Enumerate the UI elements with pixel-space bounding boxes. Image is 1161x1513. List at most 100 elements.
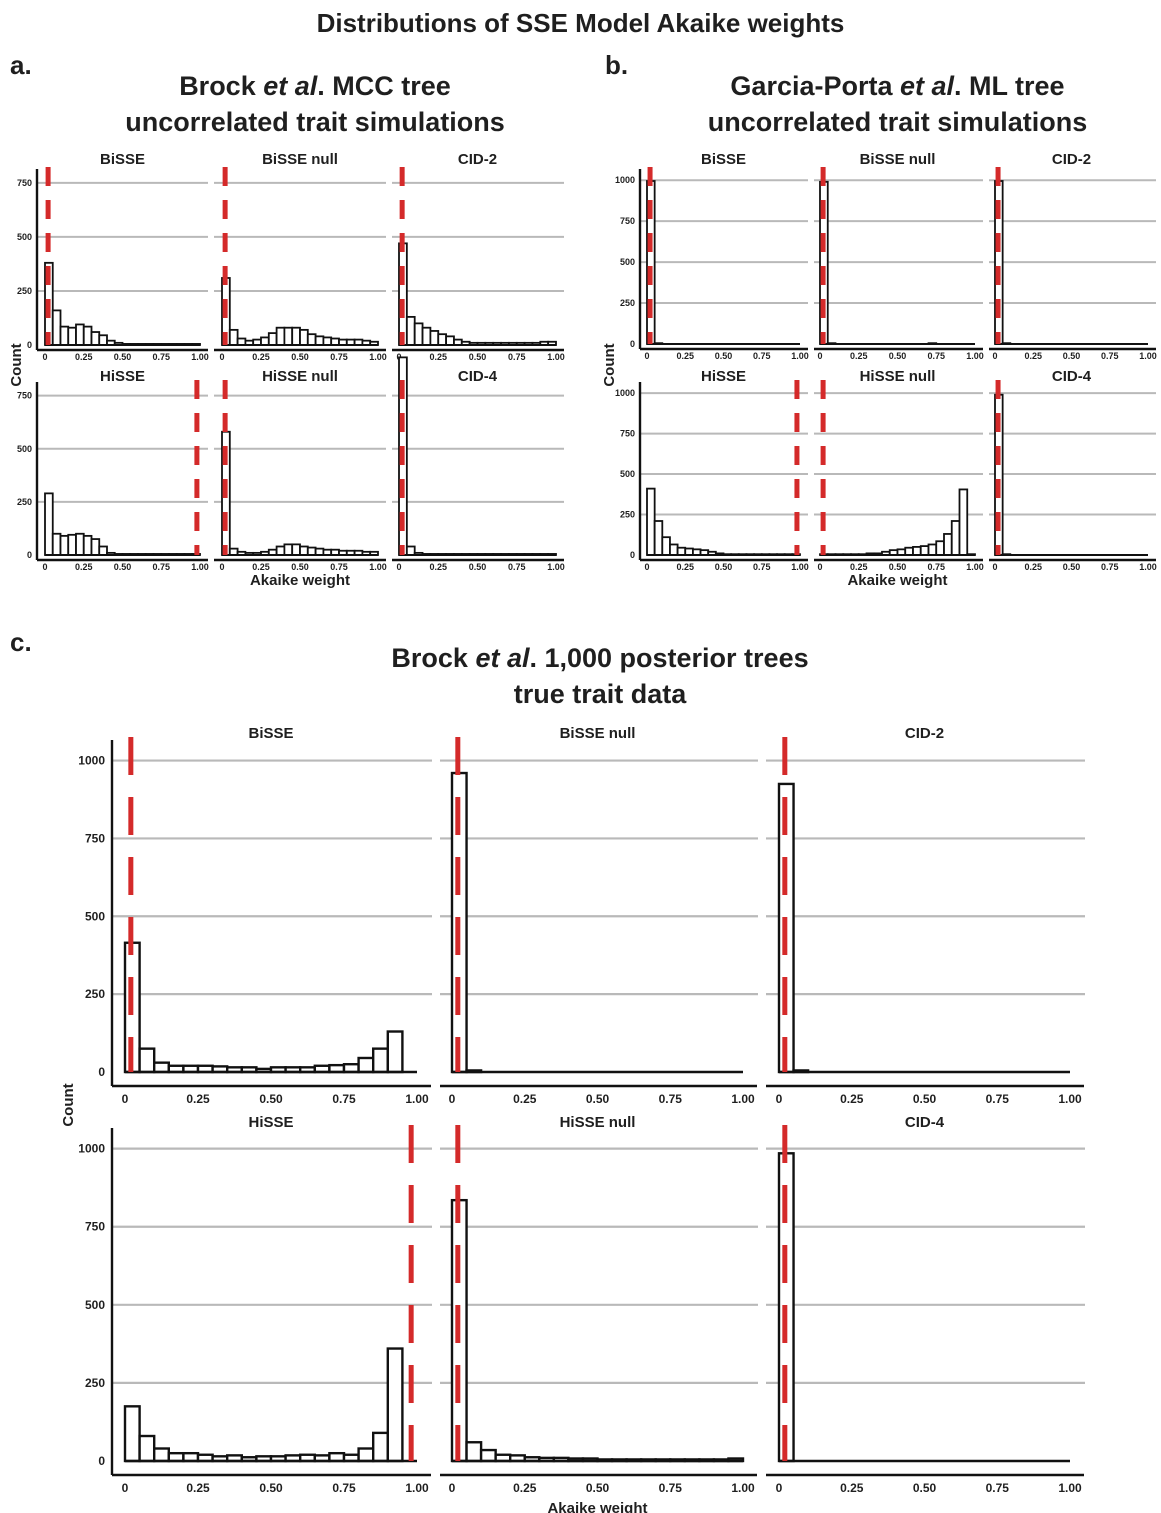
panel-b-subtitle: uncorrelated trait simulations (707, 107, 1088, 137)
histogram-bar (306, 333, 317, 346)
x-tick-label: 0.50 (913, 1092, 937, 1106)
x-tick-label: 0.75 (332, 1481, 356, 1495)
histogram-a-cid4: 0 0.25 0.50 0.75 1.00 CID-4 (392, 356, 565, 572)
x-tick-label: 0.50 (586, 1481, 610, 1495)
x-tick-label: 0 (992, 562, 997, 572)
y-tick-label: 250 (85, 1376, 105, 1390)
histogram-bar (357, 1056, 375, 1074)
histogram-bar (935, 540, 945, 556)
histogram-bar (138, 1434, 156, 1463)
x-tick-label: 1.00 (369, 562, 387, 572)
x-tick-label: 0 (122, 1481, 129, 1495)
panel-c-label: c. (10, 627, 32, 657)
x-tick-label: 0.50 (259, 1481, 283, 1495)
panel-title-part: Brock (179, 71, 264, 101)
x-tick-label: 1.00 (1139, 562, 1157, 572)
histogram-bar (372, 1047, 390, 1074)
x-axis-label: Akaike weight (250, 572, 350, 589)
facet-title: HiSSE (100, 368, 145, 385)
histogram-c-hisse: 0 0.25 0.50 0.75 1.00 0 250 500 750 1000 HiSSE (78, 1114, 432, 1495)
histogram-a-hissenull: 0 0.25 0.50 0.75 1.00 HiSSE null Akaike weight (214, 368, 387, 589)
panel-a-title: Brock et al. MCC tree uncorrelated trait… (40, 68, 590, 140)
panel-title-part: Garcia-Porta (730, 71, 900, 101)
facet-title: BiSSE (701, 151, 746, 168)
x-tick-label: 0.50 (114, 562, 132, 572)
histogram-bar (75, 323, 85, 346)
facet-title: CID-4 (905, 1114, 945, 1131)
histogram-bar (228, 328, 239, 346)
y-tick-label: 750 (17, 391, 32, 401)
histogram-bar (152, 1447, 170, 1463)
histogram-bar (90, 538, 101, 556)
facet-title: BiSSE null (560, 725, 636, 742)
histogram-bar (646, 487, 656, 556)
y-tick-label: 1000 (78, 1142, 105, 1156)
histogram-bar (479, 1448, 497, 1463)
y-tick-label: 250 (620, 510, 635, 520)
y-tick-label: 500 (17, 444, 32, 454)
x-axis-label: Akaike weight (847, 572, 947, 589)
y-tick-label: 750 (620, 429, 635, 439)
panel-title-part: et al (263, 71, 318, 101)
panel-a-subtitle: uncorrelated trait simulations (125, 107, 505, 137)
x-tick-label: 1.00 (791, 351, 809, 361)
y-tick-label: 500 (620, 469, 635, 479)
panel-title-part: . ML tree (954, 71, 1065, 101)
x-tick-label: 1.00 (191, 562, 209, 572)
x-tick-label: 0.75 (332, 1092, 356, 1106)
facet-title: CID-2 (458, 151, 497, 168)
x-tick-label: 0.75 (330, 352, 348, 362)
y-tick-label: 0 (27, 340, 32, 350)
histogram-bar (82, 325, 93, 346)
x-axis-label: Akaike weight (547, 1500, 647, 1513)
x-tick-label: 0 (992, 351, 997, 361)
histogram-bar (98, 545, 108, 556)
histogram-b-bissenull: 0 0.25 0.50 0.75 1.00 BiSSE null (814, 151, 984, 361)
histogram-bar (927, 543, 938, 556)
histogram-c-bisse: 0 0.25 0.50 0.75 1.00 0 250 500 750 1000 BiSSE Coun… (60, 725, 432, 1127)
x-tick-label: 0.50 (114, 352, 132, 362)
panel-title-part: et al (475, 643, 530, 673)
histogram-b-hissenull: 0 0.25 0.50 0.75 1.00 HiSSE null Akaike weight (814, 368, 984, 589)
x-tick-label: 0.50 (715, 351, 733, 361)
y-tick-label: 750 (85, 831, 105, 845)
x-tick-label: 0.50 (1063, 562, 1081, 572)
x-tick-label: 1.00 (1058, 1092, 1082, 1106)
y-axis-label: Count (601, 343, 618, 386)
x-tick-label: 1.00 (1139, 351, 1157, 361)
x-tick-label: 0.50 (469, 562, 487, 572)
y-tick-label: 500 (85, 909, 105, 923)
histogram-bar (82, 534, 93, 556)
x-tick-label: 0.25 (75, 562, 93, 572)
x-tick-label: 0.50 (715, 562, 733, 572)
y-tick-label: 500 (620, 257, 635, 267)
histogram-bar (283, 543, 294, 556)
histogram-bar (421, 326, 432, 346)
histogram-bar (51, 309, 62, 346)
x-tick-label: 0 (817, 351, 822, 361)
x-tick-label: 0.50 (259, 1092, 283, 1106)
x-tick-label: 1.00 (547, 352, 565, 362)
x-tick-label: 0.25 (186, 1481, 210, 1495)
x-tick-label: 0 (644, 351, 649, 361)
histogram-c-bissenull: 0 0.25 0.50 0.75 1.00 BiSSE null (440, 725, 758, 1106)
facet-title: BiSSE null (262, 151, 338, 168)
histogram-a-bissenull: 0 0.25 0.50 0.75 1.00 BiSSE null (214, 151, 387, 362)
x-tick-label: 0.75 (927, 562, 945, 572)
x-tick-label: 0.75 (753, 562, 771, 572)
histogram-bar (413, 322, 424, 346)
x-tick-label: 0.50 (469, 352, 487, 362)
x-tick-label: 0.25 (252, 352, 270, 362)
x-tick-label: 0 (122, 1092, 129, 1106)
histogram-bar (98, 334, 108, 346)
histogram-bar (260, 336, 270, 346)
x-tick-label: 0.25 (1024, 351, 1042, 361)
x-tick-label: 0.75 (659, 1092, 683, 1106)
x-tick-label: 0 (817, 562, 822, 572)
histogram-b-cid2: 0 0.25 0.50 0.75 1.00 CID-2 (989, 151, 1157, 361)
histogram-bar (291, 326, 301, 346)
facet-title: HiSSE null (860, 368, 936, 385)
panel-c-subtitle: true trait data (513, 679, 687, 709)
